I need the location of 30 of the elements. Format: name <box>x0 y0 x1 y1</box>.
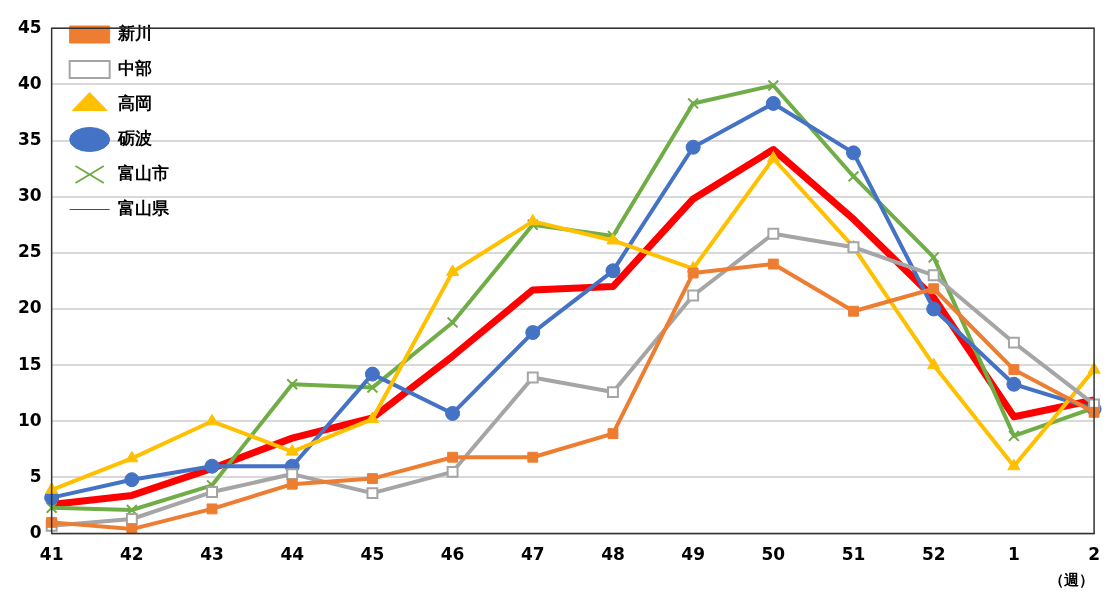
y-tick-label: 45 <box>17 16 42 37</box>
x-tick-label: 48 <box>601 544 625 565</box>
x-tick-label: 1 <box>1007 544 1020 565</box>
x-tick-label: 42 <box>120 544 144 565</box>
legend-label: 中部 <box>118 57 153 78</box>
y-tick-label: 10 <box>17 409 42 430</box>
y-tick-label: 40 <box>17 72 42 93</box>
y-tick-label: 20 <box>17 297 42 318</box>
legend-label: 高岡 <box>118 92 153 113</box>
x-tick-label: 47 <box>520 544 545 565</box>
x-tick-label: 51 <box>841 544 866 565</box>
x-tick-label: 43 <box>200 544 224 565</box>
x-tick-label: 41 <box>39 544 64 565</box>
x-tick-label: 45 <box>360 544 385 565</box>
y-tick-label: 0 <box>29 522 42 543</box>
y-tick-label: 30 <box>17 185 42 206</box>
x-tick-label: 50 <box>761 544 786 565</box>
legend-label: 砺波 <box>117 127 153 148</box>
y-tick-label: 35 <box>17 128 42 149</box>
x-axis-title: （週） <box>1049 570 1095 589</box>
x-tick-label: 2 <box>1088 544 1101 565</box>
x-tick-label: 44 <box>280 544 305 565</box>
y-tick-label: 15 <box>17 353 42 374</box>
y-tick-label: 5 <box>29 465 42 486</box>
legend-label: 富山市 <box>118 162 170 183</box>
x-tick-label: 49 <box>681 544 705 565</box>
x-tick-label: 46 <box>440 544 465 565</box>
x-tick-label: 52 <box>921 544 946 565</box>
y-tick-label: 25 <box>17 241 42 262</box>
legend-label: 富山県 <box>118 197 171 218</box>
